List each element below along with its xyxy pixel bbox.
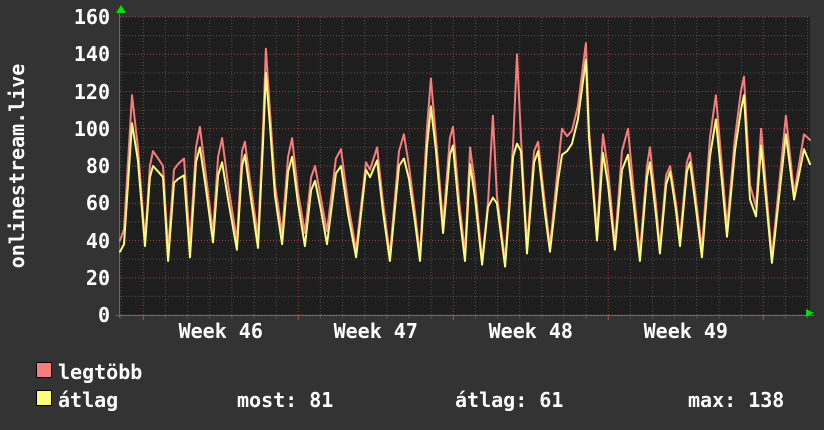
x-tick-label: Week 49: [643, 319, 728, 343]
y-tick-label: 0: [97, 303, 110, 327]
stat-most-label: most:: [237, 388, 298, 412]
x-tick-label: Week 47: [333, 319, 418, 343]
stat-atlag-value: 61: [539, 388, 564, 412]
y-tick-label: 40: [85, 228, 110, 253]
x-axis-arrow-right-icon: [806, 309, 814, 317]
stat-atlag: átlag: 61: [455, 390, 563, 410]
legend-swatch-atlag: [36, 390, 52, 406]
stat-most: most: 81: [237, 390, 333, 410]
x-tick-label: Week 48: [488, 319, 573, 343]
y-axis-arrow-up-icon: [116, 5, 126, 13]
series-line-atlag: [119, 58, 811, 268]
x-tick-label: Week 46: [178, 319, 263, 343]
legend-swatch-legtobb: [36, 362, 52, 378]
stat-max-value: 138: [748, 388, 785, 412]
y-tick-label: 100: [73, 116, 110, 141]
y-tick-label: 80: [85, 154, 110, 178]
y-tick-label: 140: [73, 42, 110, 67]
y-tick-label: 160: [73, 5, 110, 29]
stat-max: max: 138: [688, 390, 784, 410]
legend-label-atlag: átlag: [58, 388, 119, 412]
stat-most-value: 81: [309, 388, 334, 412]
legend-label-legtobb: legtöbb: [58, 360, 143, 384]
y-tick-label: 120: [73, 79, 110, 104]
stat-atlag-label: átlag:: [455, 388, 528, 412]
y-tick-label: 20: [85, 265, 110, 290]
y-tick-label: 60: [85, 191, 110, 216]
stat-max-label: max:: [688, 388, 737, 412]
